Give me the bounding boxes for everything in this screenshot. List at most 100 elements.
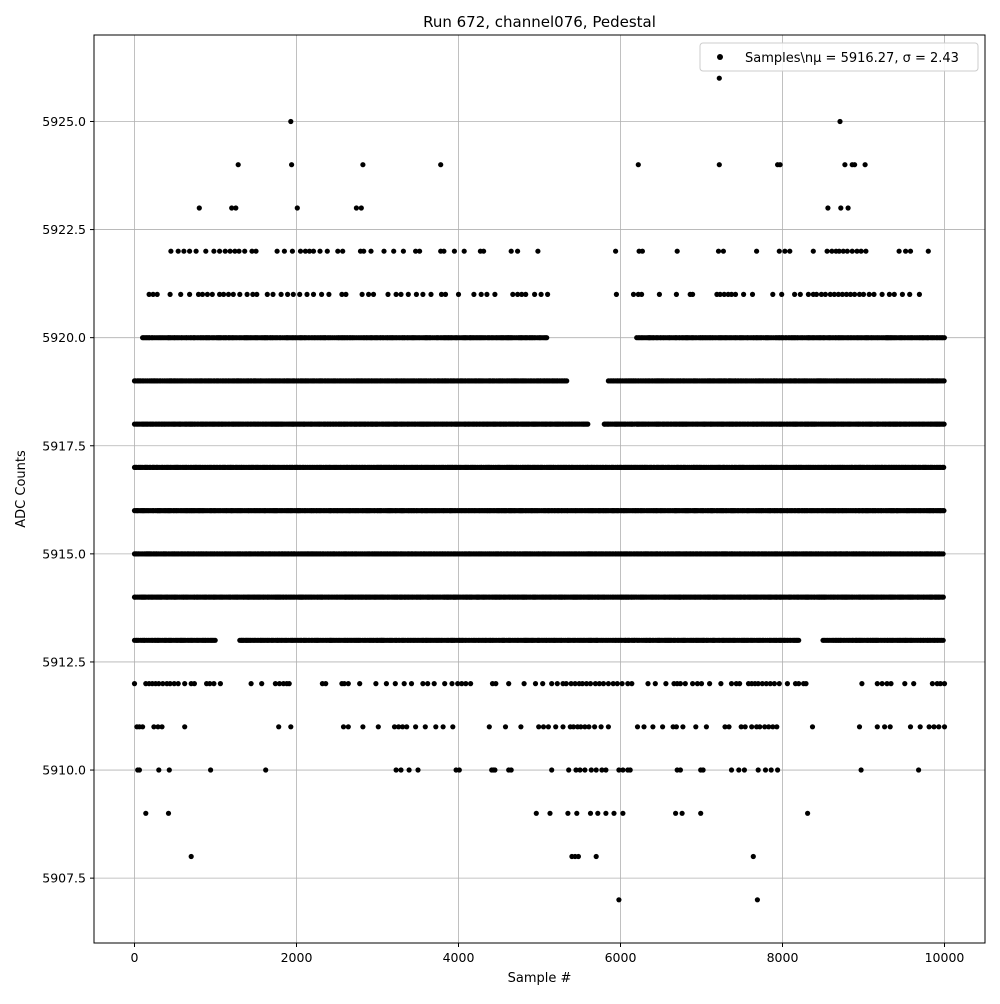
data-point — [236, 249, 241, 254]
data-point — [414, 292, 419, 297]
data-point — [420, 292, 425, 297]
data-point — [208, 767, 213, 772]
data-point — [237, 292, 242, 297]
data-point — [942, 422, 947, 427]
data-point — [926, 249, 931, 254]
data-point — [742, 767, 747, 772]
data-point — [205, 292, 210, 297]
data-point — [859, 767, 864, 772]
data-point — [492, 767, 497, 772]
data-point — [509, 249, 514, 254]
data-point — [506, 681, 511, 686]
data-point — [576, 854, 581, 859]
data-point — [888, 724, 893, 729]
data-point — [698, 811, 703, 816]
data-point — [560, 724, 565, 729]
data-point — [595, 811, 600, 816]
data-point — [211, 249, 216, 254]
data-point — [616, 897, 621, 902]
data-point — [265, 292, 270, 297]
data-point — [156, 767, 161, 772]
data-point — [811, 249, 816, 254]
data-point — [726, 724, 731, 729]
data-point — [210, 292, 215, 297]
data-point — [566, 767, 571, 772]
data-point — [393, 681, 398, 686]
data-point — [779, 292, 784, 297]
data-point — [823, 292, 828, 297]
data-point — [295, 205, 300, 210]
data-point — [553, 724, 558, 729]
data-point — [704, 724, 709, 729]
data-point — [285, 292, 290, 297]
data-point — [931, 724, 936, 729]
data-point — [769, 767, 774, 772]
data-point — [871, 292, 876, 297]
data-point — [798, 292, 803, 297]
data-point — [613, 249, 618, 254]
data-point — [592, 724, 597, 729]
data-point — [319, 292, 324, 297]
data-point — [541, 724, 546, 729]
data-point — [509, 767, 514, 772]
data-point — [484, 292, 489, 297]
data-point — [423, 724, 428, 729]
data-point — [586, 724, 591, 729]
data-point — [457, 767, 462, 772]
data-point — [218, 681, 223, 686]
data-point — [263, 767, 268, 772]
data-point — [341, 724, 346, 729]
data-point — [772, 681, 777, 686]
data-point — [606, 681, 611, 686]
data-point — [535, 249, 540, 254]
data-point — [620, 811, 625, 816]
data-point — [493, 681, 498, 686]
data-point — [428, 292, 433, 297]
data-point — [564, 378, 569, 383]
data-point — [645, 681, 650, 686]
data-point — [270, 292, 275, 297]
data-point — [279, 292, 284, 297]
data-point — [707, 681, 712, 686]
data-point — [391, 249, 396, 254]
data-point — [137, 767, 142, 772]
data-point — [861, 292, 866, 297]
data-point — [941, 551, 946, 556]
data-point — [936, 724, 941, 729]
data-point — [253, 249, 258, 254]
data-point — [657, 292, 662, 297]
data-point — [577, 767, 582, 772]
data-point — [875, 724, 880, 729]
data-point — [751, 854, 756, 859]
data-point — [718, 681, 723, 686]
data-point — [290, 249, 295, 254]
data-point — [777, 249, 782, 254]
data-point — [398, 292, 403, 297]
data-point — [381, 249, 386, 254]
data-point — [674, 292, 679, 297]
data-point — [825, 249, 830, 254]
data-point — [875, 681, 880, 686]
data-point — [463, 681, 468, 686]
data-point — [143, 811, 148, 816]
data-point — [805, 811, 810, 816]
data-point — [729, 681, 734, 686]
data-point — [588, 811, 593, 816]
data-point — [743, 724, 748, 729]
data-point — [796, 638, 801, 643]
data-point — [249, 681, 254, 686]
data-point — [814, 292, 819, 297]
data-point — [479, 292, 484, 297]
data-point — [176, 681, 181, 686]
data-point — [366, 292, 371, 297]
data-point — [178, 292, 183, 297]
data-point — [540, 681, 545, 686]
data-point — [678, 767, 683, 772]
data-point — [678, 681, 683, 686]
data-point — [701, 767, 706, 772]
data-point — [721, 249, 726, 254]
data-point — [311, 292, 316, 297]
data-point — [680, 724, 685, 729]
data-point — [155, 292, 160, 297]
